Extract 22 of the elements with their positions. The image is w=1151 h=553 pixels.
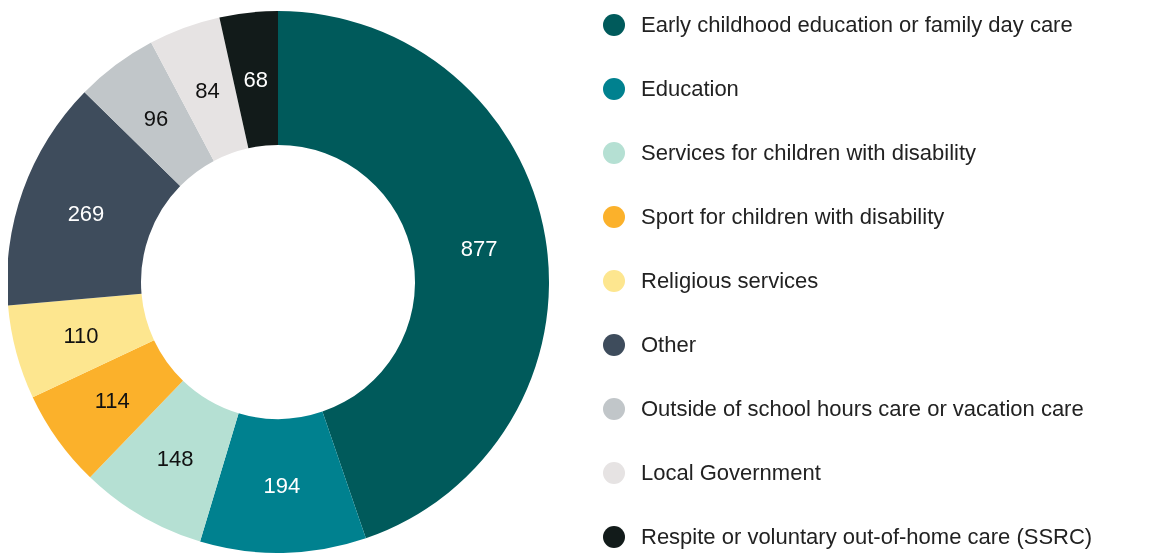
donut-slice <box>90 380 239 542</box>
donut-slice <box>200 411 366 553</box>
legend-label: Early childhood education or family day care <box>641 11 1073 38</box>
data-label: 269 <box>67 200 105 226</box>
legend-label: Respite or voluntary out-of-home care (SSRC) <box>641 523 1093 550</box>
legend-label: Religious services <box>641 267 819 294</box>
data-label: 84 <box>195 78 220 104</box>
data-label: 114 <box>94 388 130 414</box>
donut-slice <box>219 11 278 149</box>
legend-label: Outside of school hours care or vacation care <box>641 395 1084 422</box>
legend-label: Other <box>641 331 697 358</box>
data-label: 96 <box>143 106 169 132</box>
data-label: 148 <box>156 445 194 471</box>
data-label: 194 <box>263 473 301 499</box>
legend-label: Sport for children with disability <box>641 203 945 230</box>
legend-label: Local Government <box>641 459 821 486</box>
legend-label: Services for children with disability <box>641 139 977 166</box>
data-label: 110 <box>63 322 99 348</box>
legend-label: Education <box>641 75 739 102</box>
data-label: 877 <box>460 235 498 261</box>
data-label: 68 <box>243 66 269 92</box>
donut-slice <box>8 92 181 306</box>
